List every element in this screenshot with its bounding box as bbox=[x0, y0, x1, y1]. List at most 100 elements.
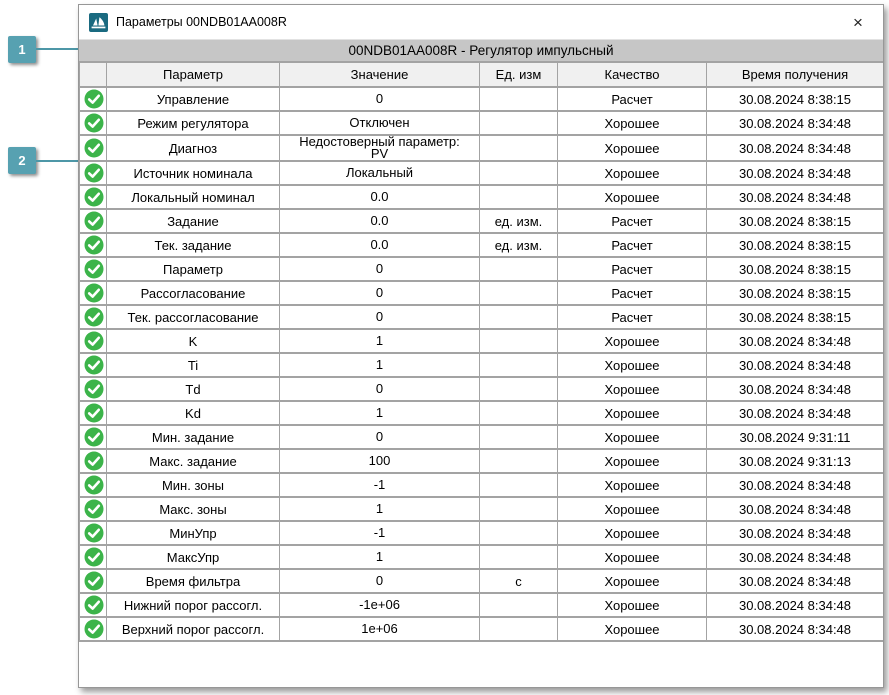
status-cell bbox=[79, 496, 107, 522]
cell-param: Тек. задание bbox=[106, 232, 280, 258]
check-circle-icon bbox=[84, 113, 104, 133]
status-cell bbox=[79, 134, 107, 162]
table-row: Мин. задание 0 Хорошее 30.08.2024 9:31:1… bbox=[79, 424, 883, 450]
cell-time: 30.08.2024 8:34:48 bbox=[706, 376, 883, 402]
status-cell bbox=[79, 568, 107, 594]
callout-leader-line-2 bbox=[36, 160, 80, 162]
cell-time: 30.08.2024 8:34:48 bbox=[706, 328, 883, 354]
table-row: Диагноз Недостоверный параметр: PV Хорош… bbox=[79, 134, 883, 162]
cell-param: Источник номинала bbox=[106, 160, 280, 186]
check-circle-icon bbox=[84, 355, 104, 375]
cell-quality: Хорошее bbox=[557, 134, 707, 162]
table-row: МаксУпр 1 Хорошее 30.08.2024 8:34:48 bbox=[79, 544, 883, 570]
status-cell bbox=[79, 448, 107, 474]
cell-time: 30.08.2024 8:34:48 bbox=[706, 352, 883, 378]
check-circle-icon bbox=[84, 619, 104, 639]
status-cell bbox=[79, 328, 107, 354]
cell-unit bbox=[479, 184, 558, 210]
status-cell bbox=[79, 616, 107, 642]
table-row: Источник номинала Локальный Хорошее 30.0… bbox=[79, 160, 883, 186]
cell-quality: Расчет bbox=[557, 232, 707, 258]
cell-time: 30.08.2024 8:34:48 bbox=[706, 400, 883, 426]
table-row: K 1 Хорошее 30.08.2024 8:34:48 bbox=[79, 328, 883, 354]
cell-param: МинУпр bbox=[106, 520, 280, 546]
check-circle-icon bbox=[84, 403, 104, 423]
status-cell bbox=[79, 160, 107, 186]
callout-leader-line-1 bbox=[36, 48, 80, 50]
cell-unit bbox=[479, 110, 558, 136]
status-cell bbox=[79, 110, 107, 136]
cell-quality: Хорошее bbox=[557, 520, 707, 546]
table-row: Макс. задание 100 Хорошее 30.08.2024 9:3… bbox=[79, 448, 883, 474]
check-circle-icon bbox=[84, 138, 104, 158]
cell-time: 30.08.2024 8:34:48 bbox=[706, 616, 883, 642]
cell-value: 0 bbox=[279, 568, 480, 594]
status-cell bbox=[79, 208, 107, 234]
cell-param: Макс. зоны bbox=[106, 496, 280, 522]
cell-value: 1 bbox=[279, 544, 480, 570]
cell-quality: Хорошее bbox=[557, 472, 707, 498]
status-cell bbox=[79, 86, 107, 112]
status-cell bbox=[79, 376, 107, 402]
cell-time: 30.08.2024 8:38:15 bbox=[706, 280, 883, 306]
close-icon[interactable]: × bbox=[853, 12, 863, 32]
table-row: Верхний порог рассогл. 1e+06 Хорошее 30.… bbox=[79, 616, 883, 642]
cell-unit bbox=[479, 400, 558, 426]
cell-time: 30.08.2024 8:38:15 bbox=[706, 86, 883, 112]
cell-value: Локальный bbox=[279, 160, 480, 186]
cell-time: 30.08.2024 8:34:48 bbox=[706, 160, 883, 186]
cell-quality: Хорошее bbox=[557, 568, 707, 594]
status-cell bbox=[79, 304, 107, 330]
cell-value: -1 bbox=[279, 472, 480, 498]
table-row: Локальный номинал 0.0 Хорошее 30.08.2024… bbox=[79, 184, 883, 210]
table-row: Kd 1 Хорошее 30.08.2024 8:34:48 bbox=[79, 400, 883, 426]
callout-badge-1-label: 1 bbox=[18, 42, 26, 57]
device-caption-bar: 00NDB01AA008R - Регулятор импульсный bbox=[79, 39, 883, 61]
cell-param: Td bbox=[106, 376, 280, 402]
status-cell bbox=[79, 592, 107, 618]
cell-unit bbox=[479, 134, 558, 162]
parameters-table-wrap: Параметр Значение Ед. изм Качество Время… bbox=[79, 61, 883, 687]
cell-unit bbox=[479, 472, 558, 498]
cell-time: 30.08.2024 8:34:48 bbox=[706, 184, 883, 210]
callout-badge-1: 1 bbox=[8, 36, 36, 63]
cell-param: Время фильтра bbox=[106, 568, 280, 594]
cell-time: 30.08.2024 8:34:48 bbox=[706, 520, 883, 546]
status-cell bbox=[79, 256, 107, 282]
status-cell bbox=[79, 424, 107, 450]
table-row: Td 0 Хорошее 30.08.2024 8:34:48 bbox=[79, 376, 883, 402]
table-row: Задание 0.0 ед. изм. Расчет 30.08.2024 8… bbox=[79, 208, 883, 234]
check-circle-icon bbox=[84, 187, 104, 207]
cell-time: 30.08.2024 8:34:48 bbox=[706, 472, 883, 498]
column-header-quality: Качество bbox=[557, 61, 707, 88]
cell-time: 30.08.2024 8:34:48 bbox=[706, 496, 883, 522]
cell-param: Kd bbox=[106, 400, 280, 426]
status-cell bbox=[79, 232, 107, 258]
cell-time: 30.08.2024 8:38:15 bbox=[706, 208, 883, 234]
cell-time: 30.08.2024 8:34:48 bbox=[706, 544, 883, 570]
status-cell bbox=[79, 184, 107, 210]
cell-param: K bbox=[106, 328, 280, 354]
cell-param: Управление bbox=[106, 86, 280, 112]
cell-quality: Расчет bbox=[557, 280, 707, 306]
cell-quality: Хорошее bbox=[557, 544, 707, 570]
cell-value: Недостоверный параметр: PV bbox=[279, 134, 480, 162]
status-column-header bbox=[79, 61, 107, 88]
cell-quality: Хорошее bbox=[557, 110, 707, 136]
check-circle-icon bbox=[84, 89, 104, 109]
table-row: Время фильтра 0 с Хорошее 30.08.2024 8:3… bbox=[79, 568, 883, 594]
cell-unit bbox=[479, 592, 558, 618]
cell-value: 0.0 bbox=[279, 232, 480, 258]
cell-value: 1 bbox=[279, 352, 480, 378]
callout-badge-2: 2 bbox=[8, 147, 36, 174]
callout-badge-2-label: 2 bbox=[18, 153, 26, 168]
table-row: Параметр 0 Расчет 30.08.2024 8:38:15 bbox=[79, 256, 883, 282]
check-circle-icon bbox=[84, 475, 104, 495]
cell-param: Параметр bbox=[106, 256, 280, 282]
cell-param: Тек. рассогласование bbox=[106, 304, 280, 330]
cell-value: 0 bbox=[279, 304, 480, 330]
window-titlebar[interactable]: Параметры 00NDB01AA008R × bbox=[79, 5, 883, 39]
check-circle-icon bbox=[84, 451, 104, 471]
cell-value: -1e+06 bbox=[279, 592, 480, 618]
